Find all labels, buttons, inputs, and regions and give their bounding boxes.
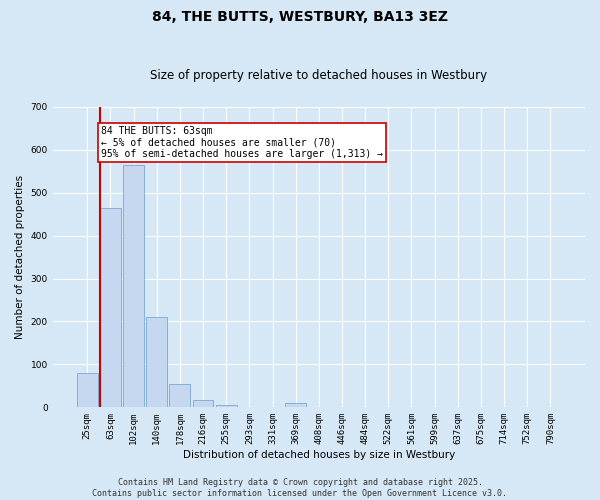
Title: Size of property relative to detached houses in Westbury: Size of property relative to detached ho… (150, 69, 487, 82)
Text: Contains HM Land Registry data © Crown copyright and database right 2025.
Contai: Contains HM Land Registry data © Crown c… (92, 478, 508, 498)
Bar (193, 400, 214, 407)
X-axis label: Distribution of detached houses by size in Westbury: Distribution of detached houses by size … (183, 450, 455, 460)
Bar (216, 405, 236, 407)
Text: 84 THE BUTTS: 63sqm
← 5% of detached houses are smaller (70)
95% of semi-detache: 84 THE BUTTS: 63sqm ← 5% of detached hou… (101, 126, 383, 160)
Text: 84, THE BUTTS, WESTBURY, BA13 3EZ: 84, THE BUTTS, WESTBURY, BA13 3EZ (152, 10, 448, 24)
Bar (77, 373, 98, 408)
Bar (146, 317, 167, 408)
Bar (123, 164, 144, 408)
Bar (100, 208, 121, 408)
Bar (169, 384, 190, 407)
Y-axis label: Number of detached properties: Number of detached properties (15, 175, 25, 339)
Bar (285, 403, 306, 407)
